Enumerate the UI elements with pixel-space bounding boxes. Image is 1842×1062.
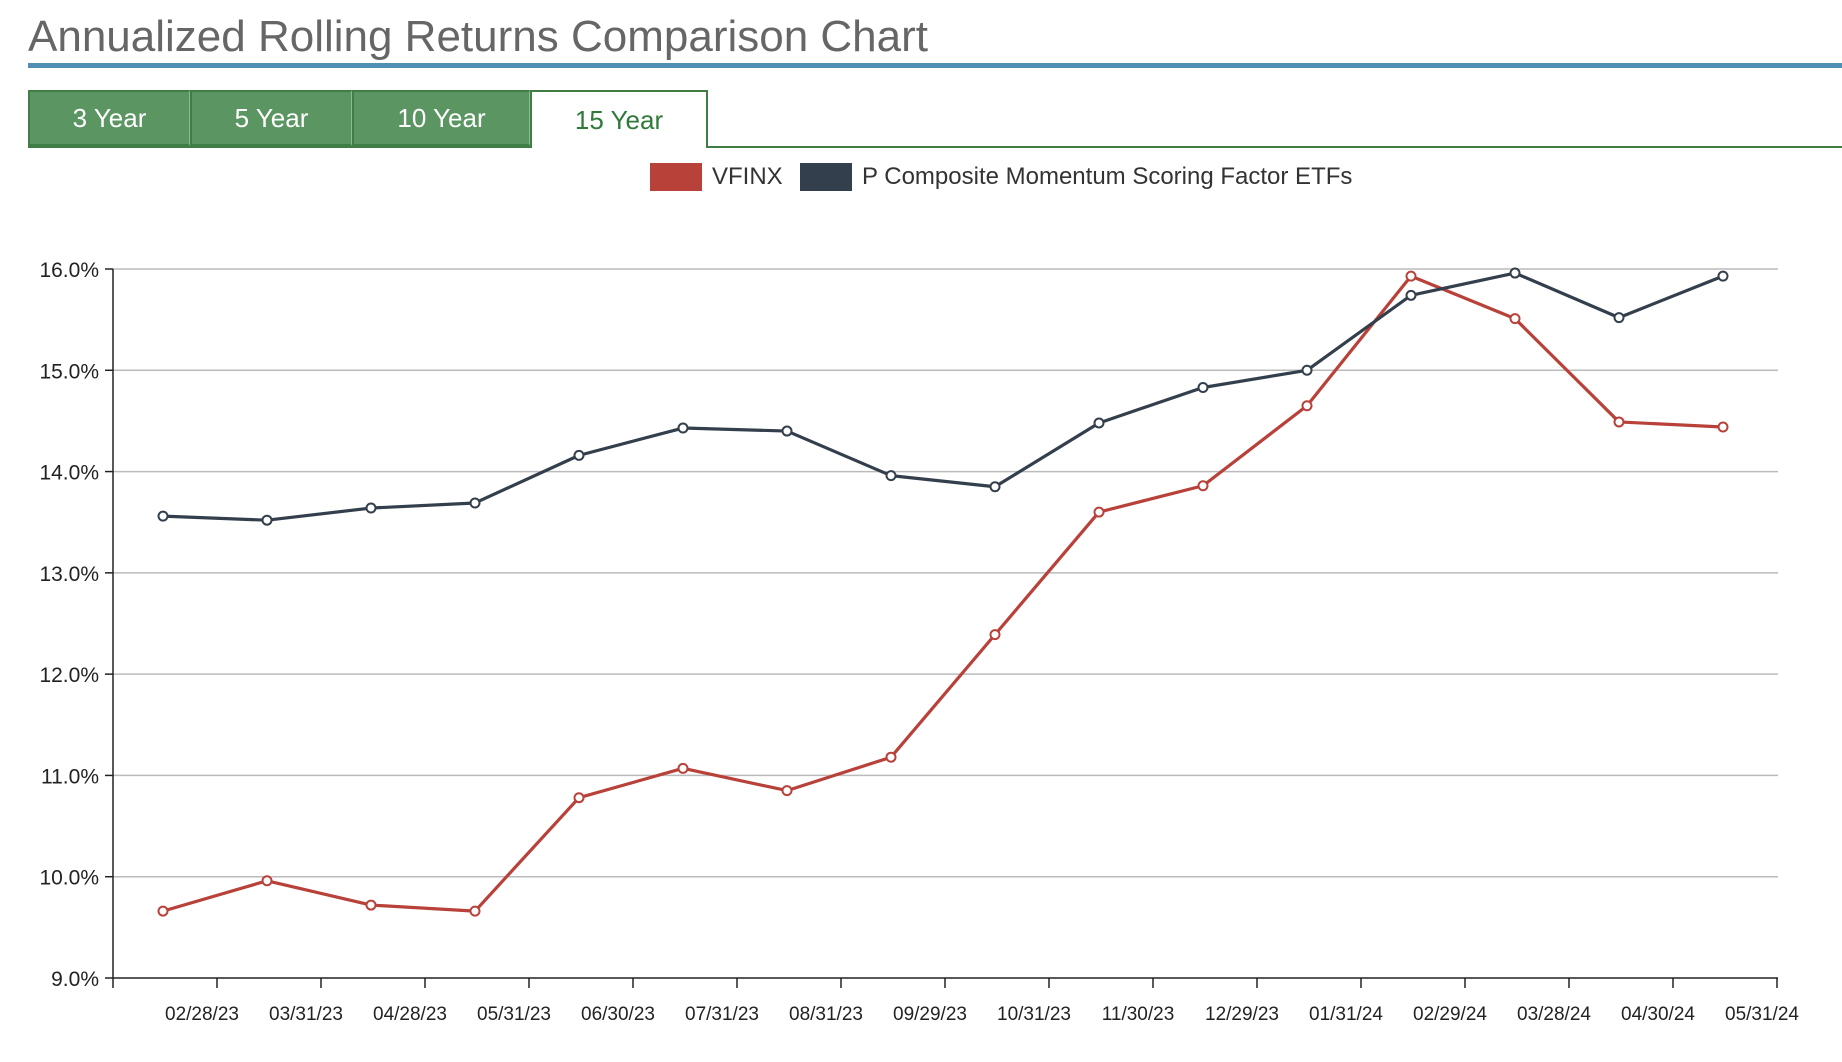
x-tick-label: 03/28/24 bbox=[1517, 1004, 1591, 1025]
data-point-composite bbox=[1613, 312, 1625, 324]
data-point-vfinx bbox=[157, 905, 169, 917]
data-point-vfinx bbox=[989, 629, 1001, 641]
x-tick-label: 02/29/24 bbox=[1413, 1004, 1487, 1025]
y-tick-label: 12.0% bbox=[39, 664, 99, 687]
x-tick-label: 03/31/23 bbox=[269, 1004, 343, 1025]
y-tick-label: 16.0% bbox=[39, 259, 99, 282]
x-tick-label: 01/31/24 bbox=[1309, 1004, 1383, 1025]
data-point-composite bbox=[1301, 364, 1313, 376]
legend-swatch-vfinx bbox=[650, 163, 702, 191]
x-tick-label: 11/30/23 bbox=[1102, 1004, 1175, 1025]
y-tick-label: 10.0% bbox=[39, 867, 99, 890]
data-point-vfinx bbox=[677, 762, 689, 774]
x-tick-label: 04/30/24 bbox=[1621, 1004, 1695, 1025]
page-title: Annualized Rolling Returns Comparison Ch… bbox=[28, 12, 929, 61]
data-point-composite bbox=[1509, 267, 1521, 279]
data-point-vfinx bbox=[573, 792, 585, 804]
data-point-composite bbox=[1717, 270, 1729, 282]
y-tick-label: 13.0% bbox=[39, 563, 99, 586]
data-point-vfinx bbox=[1301, 400, 1313, 412]
legend-label-vfinx: VFINX bbox=[712, 163, 783, 190]
legend-label-composite: P Composite Momentum Scoring Factor ETFs bbox=[862, 163, 1353, 190]
y-tick-label: 9.0% bbox=[51, 968, 99, 991]
y-tick-label: 14.0% bbox=[39, 462, 99, 485]
data-point-vfinx bbox=[885, 751, 897, 763]
data-point-vfinx bbox=[261, 875, 273, 887]
chart-legend: VFINX P Composite Momentum Scoring Facto… bbox=[0, 163, 1842, 195]
tab-15-year[interactable]: 15 Year bbox=[530, 90, 708, 148]
x-tick-label: 12/29/23 bbox=[1205, 1004, 1279, 1025]
x-tick-label: 05/31/23 bbox=[477, 1004, 551, 1025]
tabs-baseline bbox=[28, 146, 1842, 148]
data-point-composite bbox=[573, 449, 585, 461]
data-point-composite bbox=[1093, 417, 1105, 429]
data-point-composite bbox=[261, 514, 273, 526]
data-point-composite bbox=[1405, 289, 1417, 301]
title-underline bbox=[28, 63, 1842, 68]
data-point-vfinx bbox=[1405, 270, 1417, 282]
data-point-vfinx bbox=[781, 785, 793, 797]
x-tick-label: 10/31/23 bbox=[997, 1004, 1071, 1025]
data-point-composite bbox=[157, 510, 169, 522]
tab-3-year[interactable]: 3 Year bbox=[28, 90, 190, 146]
period-tabs: 3 Year 5 Year 10 Year 15 Year bbox=[28, 90, 1842, 148]
data-point-composite bbox=[989, 481, 1001, 493]
x-tick-label: 09/29/23 bbox=[893, 1004, 967, 1025]
y-tick-label: 15.0% bbox=[39, 360, 99, 383]
legend-item-vfinx[interactable]: VFINX bbox=[650, 163, 783, 191]
x-tick-label: 04/28/23 bbox=[373, 1004, 447, 1025]
series-line-vfinx bbox=[162, 274, 1724, 913]
x-tick-label: 02/28/23 bbox=[165, 1004, 239, 1025]
legend-swatch-composite bbox=[800, 163, 852, 191]
x-tick-label: 07/31/23 bbox=[685, 1004, 759, 1025]
legend-item-composite[interactable]: P Composite Momentum Scoring Factor ETFs bbox=[800, 163, 1352, 191]
data-point-vfinx bbox=[1509, 313, 1521, 325]
data-point-composite bbox=[469, 497, 481, 509]
data-point-composite bbox=[781, 425, 793, 437]
series-line-composite bbox=[162, 271, 1724, 522]
data-point-composite bbox=[885, 470, 897, 482]
x-tick-label: 06/30/23 bbox=[581, 1004, 655, 1025]
data-point-composite bbox=[365, 502, 377, 514]
x-tick-label: 05/31/24 bbox=[1725, 1004, 1799, 1025]
tab-10-year[interactable]: 10 Year bbox=[352, 90, 530, 146]
y-tick-label: 11.0% bbox=[41, 765, 99, 788]
data-point-vfinx bbox=[365, 899, 377, 911]
data-point-vfinx bbox=[469, 905, 481, 917]
tab-5-year[interactable]: 5 Year bbox=[190, 90, 352, 146]
data-point-vfinx bbox=[1613, 416, 1625, 428]
data-point-vfinx bbox=[1093, 506, 1105, 518]
data-point-composite bbox=[677, 422, 689, 434]
x-tick-label: 08/31/23 bbox=[789, 1004, 863, 1025]
data-point-vfinx bbox=[1197, 480, 1209, 492]
data-point-composite bbox=[1197, 382, 1209, 394]
data-point-vfinx bbox=[1717, 421, 1729, 433]
